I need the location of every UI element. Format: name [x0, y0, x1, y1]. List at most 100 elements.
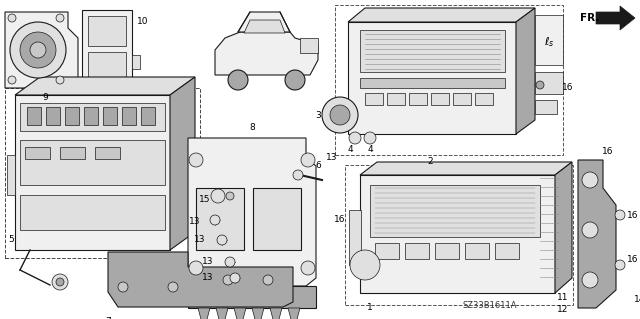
- Polygon shape: [234, 308, 246, 319]
- Polygon shape: [348, 8, 535, 22]
- Circle shape: [56, 76, 64, 84]
- Text: 16: 16: [563, 84, 573, 93]
- Polygon shape: [288, 308, 300, 319]
- Polygon shape: [170, 77, 195, 250]
- Circle shape: [349, 132, 361, 144]
- Bar: [375, 243, 399, 259]
- Bar: [431, 93, 449, 105]
- Bar: [141, 107, 155, 125]
- Bar: [435, 243, 459, 259]
- Text: 16: 16: [627, 211, 639, 219]
- Polygon shape: [15, 77, 195, 95]
- Text: 13: 13: [189, 218, 200, 226]
- Bar: [349, 210, 361, 265]
- Text: 13: 13: [202, 273, 213, 283]
- Circle shape: [168, 282, 178, 292]
- Circle shape: [118, 282, 128, 292]
- Bar: [20, 195, 165, 230]
- Circle shape: [582, 272, 598, 288]
- Bar: [300, 38, 318, 53]
- Bar: [20, 140, 165, 185]
- Circle shape: [582, 222, 598, 238]
- Text: 4: 4: [367, 145, 373, 154]
- Circle shape: [582, 172, 598, 188]
- Text: 12: 12: [557, 306, 568, 315]
- Polygon shape: [188, 138, 316, 286]
- Polygon shape: [596, 6, 635, 30]
- Polygon shape: [244, 20, 285, 33]
- Polygon shape: [215, 32, 318, 75]
- Text: 9: 9: [42, 93, 48, 101]
- Circle shape: [210, 215, 220, 225]
- Bar: [84, 107, 98, 125]
- Circle shape: [322, 97, 358, 133]
- Text: 5: 5: [8, 235, 13, 244]
- Polygon shape: [516, 8, 535, 134]
- Bar: [409, 93, 427, 105]
- Bar: [465, 243, 489, 259]
- Circle shape: [8, 14, 16, 22]
- Bar: [88, 52, 126, 80]
- Bar: [95, 147, 120, 159]
- Bar: [535, 100, 557, 114]
- Bar: [535, 15, 563, 65]
- Text: 3: 3: [315, 110, 321, 120]
- Bar: [475, 93, 493, 105]
- Bar: [103, 107, 117, 125]
- Bar: [46, 107, 60, 125]
- Text: FR.: FR.: [580, 13, 600, 23]
- Polygon shape: [216, 308, 228, 319]
- Circle shape: [615, 260, 625, 270]
- Circle shape: [301, 153, 315, 167]
- Circle shape: [301, 261, 315, 275]
- Circle shape: [228, 70, 248, 90]
- Circle shape: [189, 261, 203, 275]
- Bar: [88, 16, 126, 46]
- Polygon shape: [252, 308, 264, 319]
- Circle shape: [225, 257, 235, 267]
- Circle shape: [615, 210, 625, 220]
- Bar: [360, 175, 555, 293]
- Circle shape: [226, 192, 234, 200]
- Text: 7: 7: [105, 317, 111, 319]
- Circle shape: [30, 42, 46, 58]
- Polygon shape: [555, 162, 572, 293]
- Bar: [335, 5, 563, 155]
- Bar: [25, 147, 50, 159]
- Bar: [132, 55, 140, 69]
- Circle shape: [330, 105, 350, 125]
- Text: 8: 8: [249, 123, 255, 132]
- Circle shape: [211, 189, 225, 203]
- Text: 14: 14: [634, 295, 640, 305]
- Bar: [345, 165, 573, 305]
- Polygon shape: [198, 308, 210, 319]
- Text: 16: 16: [333, 216, 345, 225]
- Bar: [27, 107, 41, 125]
- Circle shape: [263, 275, 273, 285]
- Circle shape: [230, 273, 240, 283]
- Bar: [5, 88, 200, 258]
- Bar: [360, 78, 505, 88]
- Bar: [20, 103, 165, 131]
- Circle shape: [189, 153, 203, 167]
- Bar: [253, 188, 301, 250]
- Bar: [495, 243, 519, 259]
- Text: 6: 6: [315, 160, 321, 169]
- Bar: [535, 72, 563, 94]
- Circle shape: [8, 76, 16, 84]
- Text: 13: 13: [202, 257, 213, 266]
- Bar: [365, 93, 383, 105]
- Polygon shape: [578, 160, 616, 308]
- Circle shape: [217, 235, 227, 245]
- Text: 16: 16: [627, 256, 639, 264]
- Bar: [122, 107, 136, 125]
- Text: 1: 1: [367, 303, 373, 313]
- Circle shape: [223, 275, 233, 285]
- Text: 2: 2: [427, 158, 433, 167]
- Polygon shape: [5, 12, 78, 88]
- Text: SZ33B1611A: SZ33B1611A: [463, 300, 517, 309]
- Bar: [188, 286, 316, 308]
- Bar: [453, 93, 471, 105]
- Bar: [7, 155, 15, 195]
- Circle shape: [285, 70, 305, 90]
